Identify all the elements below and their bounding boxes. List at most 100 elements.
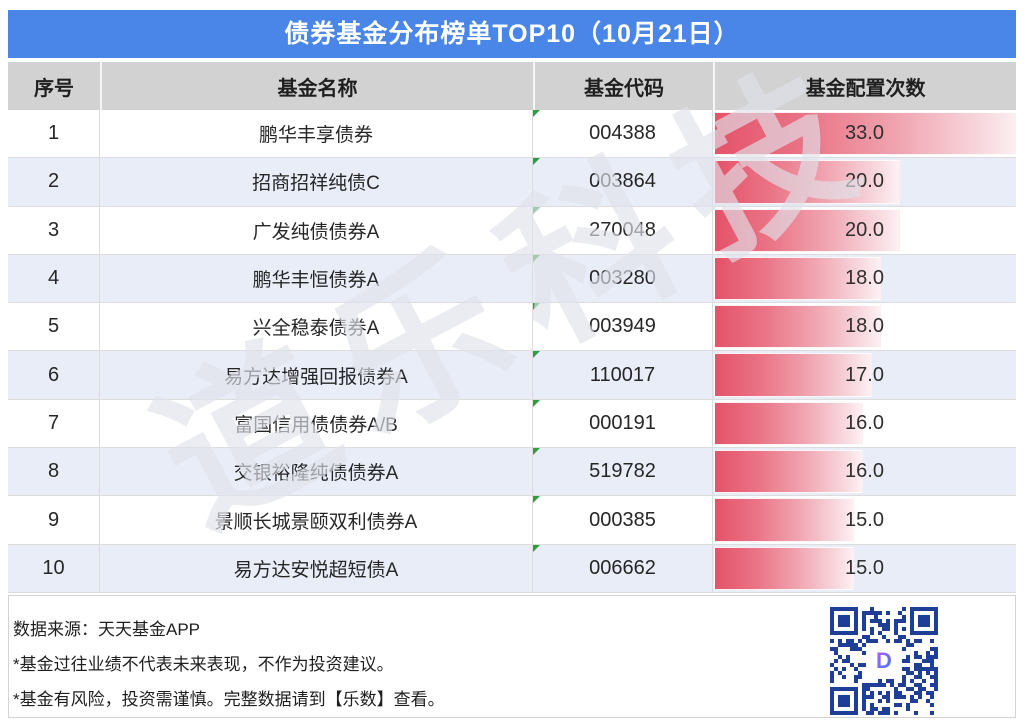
- cell-corner-flag-icon: [533, 158, 540, 166]
- rank-cell: 9: [8, 496, 100, 544]
- table-row: 10 易方达安悦超短债A 006662 15.0: [8, 544, 1016, 593]
- rank-cell: 10: [8, 544, 100, 592]
- bar-cell: 16.0: [713, 448, 1016, 496]
- fund-name-cell: 景顺长城景颐双利债券A: [100, 496, 533, 544]
- cell-corner-flag-icon: [533, 399, 540, 407]
- value-bar: [714, 305, 882, 349]
- header-code: 基金代码: [533, 62, 713, 110]
- fund-name-cell: 广发纯债债券A: [100, 206, 533, 254]
- header-rank: 序号: [8, 62, 100, 110]
- page-title: 债券基金分布榜单TOP10（10月21日）: [8, 10, 1016, 58]
- fund-name-cell: 易方达增强回报债券A: [100, 351, 533, 399]
- fund-name-cell: 招商招祥纯债C: [100, 158, 533, 206]
- value-label: 20.0: [845, 170, 884, 193]
- rank-cell: 8: [8, 448, 100, 496]
- fund-code-text: 003864: [589, 170, 656, 193]
- table-body: 1 鹏华丰享债券 004388 33.0 2 招商招祥纯债C 003864 20…: [8, 110, 1016, 593]
- cell-corner-flag-icon: [533, 254, 540, 262]
- fund-code-text: 006662: [589, 556, 656, 579]
- rank-cell: 4: [8, 254, 100, 303]
- table-row: 9 景顺长城景颐双利债券A 000385 15.0: [8, 496, 1016, 545]
- ranking-table: 序号 基金名称 基金代码 基金配置次数 1 鹏华丰享债券 004388 33.0…: [8, 62, 1016, 593]
- fund-code-cell: 004388: [533, 110, 713, 158]
- header-count: 基金配置次数: [713, 62, 1016, 110]
- table-row: 1 鹏华丰享债券 004388 33.0: [8, 110, 1016, 159]
- table-row: 7 富国信用债债券A/B 000191 16.0: [8, 399, 1016, 449]
- fund-code-cell: 006662: [533, 544, 713, 592]
- value-bar: [714, 498, 854, 542]
- fund-code-cell: 003864: [533, 158, 713, 206]
- infographic-page: 债券基金分布榜单TOP10（10月21日） 序号 基金名称 基金代码 基金配置次…: [8, 10, 1016, 718]
- rank-cell: 3: [8, 206, 100, 254]
- table-row: 5 兴全稳泰债券A 003949 18.0: [8, 303, 1016, 352]
- disclaimer-text-1: *基金过往业绩不代表未来表现，不作为投资建议。: [13, 654, 394, 674]
- cell-corner-flag-icon: [533, 496, 540, 504]
- bar-cell: 15.0: [713, 496, 1016, 544]
- fund-code-cell: 270048: [533, 206, 713, 254]
- value-bar: [714, 401, 863, 446]
- cell-corner-flag-icon: [533, 544, 540, 552]
- fund-code-cell: 110017: [533, 351, 713, 399]
- header-name: 基金名称: [100, 62, 533, 110]
- fund-code-cell: 003280: [533, 254, 713, 303]
- bar-cell: 18.0: [713, 303, 1016, 351]
- fund-code-text: 000385: [589, 508, 656, 531]
- fund-code-text: 270048: [589, 218, 656, 241]
- bar-cell: 16.0: [713, 399, 1016, 448]
- disclaimer-text-2: *基金有风险，投资需谨慎。完整数据请到【乐数】查看。: [13, 689, 445, 709]
- table-row: 4 鹏华丰恒债券A 003280 18.0: [8, 254, 1016, 304]
- fund-name-cell: 易方达安悦超短债A: [100, 544, 533, 592]
- value-bar: [714, 256, 882, 301]
- fund-code-text: 519782: [589, 460, 656, 483]
- rank-cell: 6: [8, 351, 100, 399]
- value-bar: [714, 546, 854, 590]
- table-row: 2 招商招祥纯债C 003864 20.0: [8, 158, 1016, 207]
- data-source-text: 数据来源：天天基金APP: [13, 619, 201, 639]
- value-bar: [714, 353, 873, 397]
- fund-name-cell: 鹏华丰享债券: [100, 110, 533, 158]
- value-label: 18.0: [845, 267, 884, 290]
- rank-cell: 5: [8, 303, 100, 351]
- qr-code: D: [830, 606, 938, 715]
- footer-panel: 数据来源：天天基金APP *基金过往业绩不代表未来表现，不作为投资建议。 *基金…: [8, 594, 1016, 718]
- fund-code-text: 110017: [589, 363, 656, 386]
- fund-name-cell: 富国信用债债券A/B: [100, 399, 533, 448]
- fund-name-cell: 兴全稳泰债券A: [100, 303, 533, 351]
- value-bar: [714, 208, 900, 252]
- cell-corner-flag-icon: [533, 206, 540, 214]
- fund-code-text: 004388: [589, 122, 656, 145]
- fund-code-cell: 000385: [533, 496, 713, 544]
- cell-corner-flag-icon: [533, 448, 540, 456]
- fund-code-text: 003280: [589, 267, 656, 290]
- rank-cell: 1: [8, 110, 100, 158]
- value-label: 16.0: [845, 411, 884, 434]
- bar-cell: 15.0: [713, 544, 1016, 592]
- bar-cell: 20.0: [713, 158, 1016, 206]
- fund-name-cell: 交银裕隆纯债债券A: [100, 448, 533, 496]
- qr-logo-icon: D: [867, 643, 901, 678]
- bar-cell: 33.0: [713, 110, 1016, 158]
- value-label: 17.0: [845, 363, 884, 386]
- value-bar: [714, 450, 863, 494]
- table-row: 6 易方达增强回报债券A 110017 17.0: [8, 351, 1016, 400]
- value-label: 15.0: [845, 556, 884, 579]
- value-bar: [714, 112, 1016, 156]
- fund-code-cell: 000191: [533, 399, 713, 448]
- table-row: 3 广发纯债债券A 270048 20.0: [8, 206, 1016, 255]
- bar-cell: 17.0: [713, 351, 1016, 399]
- value-label: 15.0: [845, 508, 884, 531]
- footer-text: 数据来源：天天基金APP *基金过往业绩不代表未来表现，不作为投资建议。 *基金…: [9, 596, 1015, 717]
- bar-cell: 18.0: [713, 254, 1016, 303]
- value-label: 33.0: [845, 122, 884, 145]
- table-header-row: 序号 基金名称 基金代码 基金配置次数: [8, 62, 1016, 110]
- value-label: 20.0: [845, 218, 884, 241]
- cell-corner-flag-icon: [533, 351, 540, 359]
- fund-name-cell: 鹏华丰恒债券A: [100, 254, 533, 303]
- value-label: 18.0: [845, 315, 884, 338]
- cell-corner-flag-icon: [533, 110, 540, 117]
- bar-cell: 20.0: [713, 206, 1016, 254]
- fund-code-cell: 519782: [533, 448, 713, 496]
- rank-cell: 2: [8, 158, 100, 206]
- table-row: 8 交银裕隆纯债债券A 519782 16.0: [8, 448, 1016, 497]
- fund-code-text: 000191: [589, 411, 656, 434]
